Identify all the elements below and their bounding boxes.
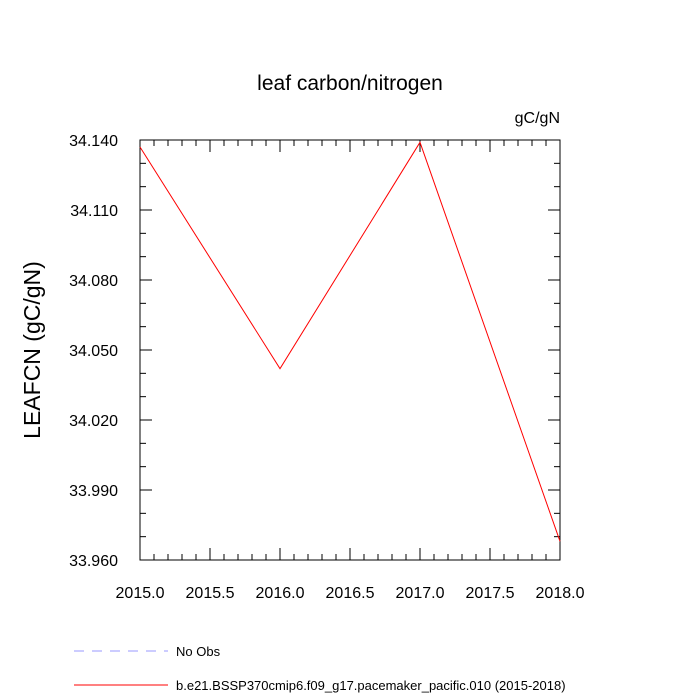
series-line: [139, 141, 561, 542]
y-axis-label: LEAFCN (gC/gN): [19, 261, 45, 439]
legend: No Obs b.e21.BSSP370cmip6.f09_g17.pacemak…: [74, 644, 566, 693]
plot-frame: [139, 139, 561, 561]
y-tick-label: 34.110: [70, 203, 118, 220]
x-tick-label: 2016.5: [326, 585, 375, 602]
x-tick-label: 2018.0: [536, 585, 585, 602]
x-tick-label: 2017.0: [396, 585, 445, 602]
units-label: gC/gN: [515, 110, 560, 127]
x-tick-label: 2015.0: [116, 585, 165, 602]
x-tick-label: 2016.0: [256, 585, 305, 602]
y-tick-label: 34.140: [69, 133, 118, 150]
tick-group: 2015.0 2015.5 2016.0 2016.5 2017.0 2017.5 2018…: [69, 133, 585, 602]
chart-title: leaf carbon/nitrogen: [257, 72, 443, 95]
series-group: [139, 141, 561, 542]
legend-label: No Obs: [176, 644, 221, 659]
x-tick-label: 2017.5: [466, 585, 515, 602]
y-tick-label: 34.050: [69, 343, 118, 360]
y-tick-label: 34.020: [69, 413, 118, 430]
y-tick-label: 33.990: [69, 483, 118, 500]
y-tick-label: 34.080: [69, 273, 118, 290]
x-tick-label: 2015.5: [186, 585, 235, 602]
legend-label: b.e21.BSSP370cmip6.f09_g17.pacemaker_pac…: [176, 678, 566, 693]
y-tick-label: 33.960: [69, 553, 118, 570]
